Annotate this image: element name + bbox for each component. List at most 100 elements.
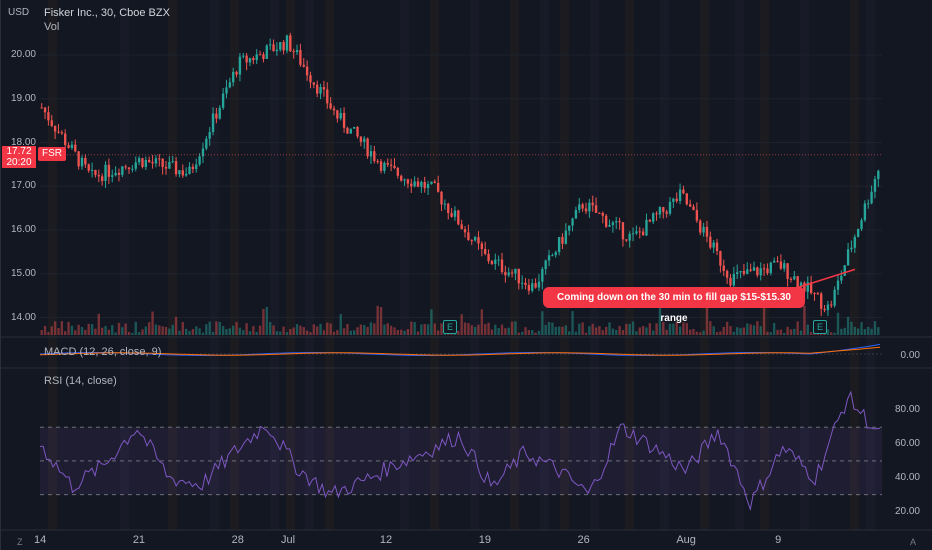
candle-body [127,167,131,170]
rsi-label[interactable]: RSI (14, close) [44,375,117,387]
volume-bar [608,322,611,335]
bar-countdown: 20:20 [6,157,32,168]
candle-body [638,231,641,233]
volume-bar [658,306,662,335]
volume-bar [195,326,198,335]
volume-bar [853,326,856,335]
candle-body [228,82,232,88]
candle-body [541,269,544,282]
volume-bar [685,323,688,335]
candle-body [221,93,225,108]
volume-bar [349,330,352,335]
volume-bar [178,330,181,335]
volume-bar [171,324,174,335]
earnings-marker-1[interactable]: E [443,320,457,334]
session-stripe [510,0,519,530]
volume-label[interactable]: Vol [44,21,60,33]
volume-bar [141,329,144,335]
volume-bar [70,325,74,335]
candle-body [850,247,853,250]
volume-bar [420,324,423,335]
candle-body [322,87,326,90]
volume-bar [504,328,507,335]
session-stripe [735,0,744,530]
candle-body [215,113,218,119]
session-stripe [270,0,279,530]
candle-body [621,222,625,240]
candle-body [107,164,111,177]
candle-body [342,112,346,128]
candle-body [379,161,383,171]
left-border [0,0,1,550]
volume-bar [305,330,309,335]
session-stripe [120,0,129,530]
annotation-callout[interactable]: Coming down on the 30 min to fill gap $1… [543,287,805,324]
candle-body [111,175,114,177]
candle-body [403,179,406,181]
macd-label[interactable]: MACD (12, 26, close, 9) [44,346,162,358]
volume-bar [319,323,322,335]
candle-body [208,132,211,139]
candle-body [124,166,127,168]
timezone-corner[interactable]: Z [17,537,23,547]
candle-body [685,193,688,205]
candle-body [830,304,833,306]
autoscale-corner[interactable]: A [910,537,917,547]
candle-body [289,35,292,52]
symbol-title[interactable]: Fisker Inc., 30, Cboe BZX [44,7,170,19]
volume-bar [154,324,158,335]
volume-bar [188,331,191,335]
candle-body [161,158,164,167]
volume-bar [151,311,154,335]
candle-body [662,207,665,212]
volume-bar [510,321,514,335]
candle-body [64,133,67,146]
candle-body [557,237,561,253]
volume-bar [484,323,487,335]
candle-body [389,164,393,166]
volume-bar [107,329,111,335]
volume-bar [457,330,460,335]
candle-body [104,164,107,182]
candle-body [336,110,339,119]
volume-bar [50,326,53,335]
volume-bar [860,322,863,335]
candle-body [245,55,248,63]
candle-body [537,281,541,288]
volume-bar [766,331,769,335]
volume-bar [248,331,252,335]
candle-body [400,175,403,181]
candle-body [534,283,537,288]
candle-body [450,212,453,217]
candle-body [268,44,272,46]
volume-bar [537,330,541,335]
candle-body [665,211,668,214]
volume-bar [648,323,652,335]
time-tick-label: 28 [231,534,244,546]
candle-body [265,45,268,59]
candle-body [339,112,342,119]
candle-body [148,159,151,162]
earnings-marker-2[interactable]: E [813,320,827,334]
candle-body [151,161,154,164]
candle-body [608,225,611,227]
volume-bar [383,324,386,335]
candle-body [100,176,104,182]
candle-body [702,226,705,233]
volume-bar [877,327,880,335]
candle-body [490,261,494,264]
volume-bar [736,327,739,335]
candle-body [719,251,722,266]
time-tick-label: Jul [281,534,296,546]
volume-bar [557,326,561,335]
volume-bar [275,331,279,335]
volume-bar [699,332,702,335]
volume-bar [527,330,531,335]
volume-bar [494,324,497,335]
candle-body [695,210,699,221]
volume-bar [809,332,813,335]
candle-body [440,191,443,205]
volume-bar [601,330,604,335]
